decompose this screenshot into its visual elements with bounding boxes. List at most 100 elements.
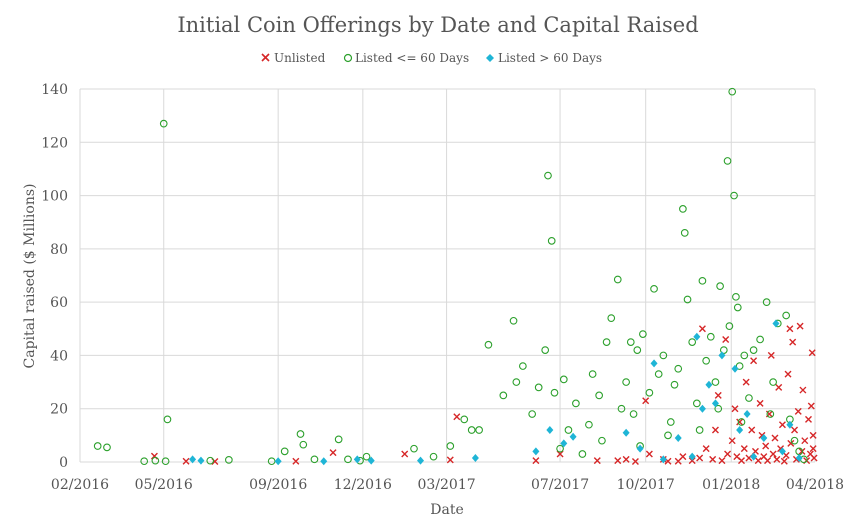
data-point-listed-le-60 (782, 311, 791, 320)
data-point-unlisted (446, 456, 454, 464)
data-point-listed-gt-60 (705, 380, 713, 389)
series-1 (93, 87, 808, 466)
data-point-listed-le-60 (206, 456, 215, 465)
data-point-listed-le-60 (706, 332, 715, 341)
data-point-listed-le-60 (714, 404, 723, 413)
data-point-unlisted (796, 322, 804, 330)
data-point-listed-le-60 (161, 457, 170, 466)
data-point-listed-le-60 (737, 418, 746, 426)
data-point-unlisted (556, 450, 564, 458)
legend-marker-listed-gt-60 (486, 54, 494, 62)
data-point-listed-le-60 (410, 444, 418, 453)
data-point-listed-gt-60 (659, 455, 667, 464)
series-0 (150, 322, 818, 465)
data-point-listed-le-60 (688, 338, 697, 346)
data-point-listed-le-60 (163, 415, 172, 424)
data-point-unlisted (791, 426, 799, 434)
data-point-unlisted (794, 407, 802, 415)
data-point-listed-le-60 (595, 391, 604, 400)
data-point-unlisted (784, 370, 792, 378)
data-point-unlisted (453, 413, 461, 421)
y-tick-label: 100 (41, 189, 68, 205)
data-point-listed-gt-60 (718, 351, 726, 360)
gridlines (79, 88, 816, 463)
data-point-listed-gt-60 (189, 455, 197, 464)
data-point-unlisted (718, 457, 726, 465)
data-point-unlisted (292, 457, 300, 465)
data-point-unlisted (807, 402, 815, 410)
data-point-listed-le-60 (711, 378, 720, 386)
data-point-unlisted (642, 397, 650, 405)
data-point-listed-le-60 (550, 388, 559, 397)
data-point-listed-le-60 (602, 338, 611, 346)
y-tick-label: 0 (59, 455, 68, 471)
data-point-unlisted (750, 357, 758, 365)
data-point-listed-le-60 (745, 394, 753, 402)
data-point-unlisted (742, 378, 750, 386)
data-point-listed-le-60 (598, 436, 606, 445)
data-point-listed-le-60 (723, 157, 732, 165)
data-point-listed-gt-60 (711, 399, 719, 408)
data-point-listed-le-60 (159, 119, 168, 128)
data-point-unlisted (780, 457, 788, 465)
data-point-listed-gt-60 (795, 454, 803, 463)
data-point-listed-le-60 (670, 380, 679, 389)
data-point-listed-le-60 (484, 340, 493, 349)
data-point-listed-gt-60 (760, 434, 768, 443)
legend: Unlisted Listed <= 60 Days Listed > 60 D… (261, 51, 602, 65)
data-point-listed-le-60 (740, 351, 749, 360)
x-tick-label: 12/2016 (334, 477, 392, 493)
data-point-unlisted (401, 450, 409, 458)
data-point-listed-le-60 (588, 370, 597, 378)
tick-labels: 0 20 40 60 80 100 120 140 02/2016 05/2016 09/2016 1… (41, 82, 844, 493)
data-point-listed-le-60 (607, 314, 616, 322)
data-point-listed-le-60 (650, 284, 658, 293)
legend-item-listed-le-60: Listed <= 60 Days (343, 51, 469, 65)
data-point-unlisted (696, 454, 704, 462)
data-point-listed-le-60 (728, 87, 737, 96)
data-point-listed-le-60 (716, 282, 724, 291)
chart-title: Initial Coin Offerings by Date and Capit… (177, 13, 698, 37)
data-point-listed-le-60 (730, 191, 738, 200)
data-point-listed-le-60 (564, 426, 573, 434)
data-point-unlisted (740, 445, 748, 453)
data-point-listed-le-60 (622, 378, 630, 386)
data-point-unlisted (804, 415, 812, 423)
data-point-unlisted (775, 383, 783, 391)
data-point-listed-gt-60 (674, 434, 682, 443)
data-point-listed-gt-60 (417, 456, 425, 465)
data-point-listed-gt-60 (569, 432, 577, 441)
data-point-listed-le-60 (613, 275, 622, 284)
data-point-listed-le-60 (733, 303, 742, 312)
data-point-listed-le-60 (446, 442, 455, 450)
y-tick-label: 120 (41, 135, 68, 151)
data-point-listed-le-60 (659, 351, 668, 360)
data-point-listed-le-60 (702, 356, 710, 365)
data-point-unlisted (532, 457, 540, 465)
data-point-listed-le-60 (310, 455, 319, 464)
data-point-unlisted (182, 457, 190, 465)
data-point-unlisted (771, 434, 779, 442)
data-point-listed-gt-60 (353, 455, 361, 464)
data-point-unlisted (702, 445, 710, 453)
data-point-listed-le-60 (749, 346, 758, 354)
data-point-listed-le-60 (429, 452, 438, 461)
data-point-unlisted (808, 349, 816, 357)
data-point-listed-le-60 (528, 410, 537, 418)
data-point-listed-gt-60 (622, 428, 630, 437)
data-point-unlisted (728, 437, 736, 445)
data-point-listed-gt-60 (560, 439, 568, 448)
data-point-unlisted (711, 426, 719, 434)
data-point-unlisted (722, 335, 730, 343)
legend-marker-unlisted (261, 53, 270, 62)
data-point-unlisted (714, 391, 722, 399)
data-point-listed-le-60 (151, 456, 160, 465)
data-point-listed-gt-60 (636, 444, 644, 453)
data-point-listed-le-60 (344, 455, 352, 464)
data-point-listed-le-60 (769, 378, 777, 386)
data-point-listed-le-60 (585, 420, 593, 429)
data-points (93, 87, 818, 466)
data-point-listed-le-60 (559, 375, 568, 384)
data-point-unlisted (769, 450, 777, 458)
